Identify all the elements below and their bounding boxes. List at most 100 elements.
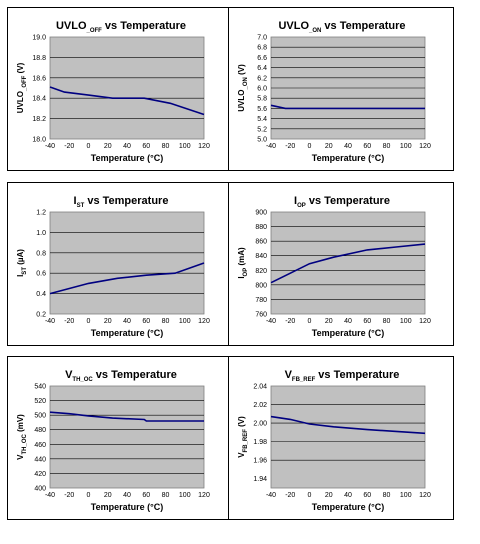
x-tick-label: 100 [400,143,412,150]
x-tick-label: -20 [64,492,74,499]
x-tick-label: 60 [142,492,150,499]
chart-panel-uvlo-off: UVLO_OFF vs Temperature 18.0 18.2 18.4 18.6 1… [7,7,233,171]
chart-svg: IST vs Temperature0.20.40.60.81.01.2-40-… [16,195,210,338]
y-axis-label: VFB_REF (V) [237,416,249,458]
x-tick-label: -20 [64,318,74,325]
x-axis-label: Temperature (°C) [91,328,163,338]
y-tick-label: 6.0 [257,86,267,93]
chart-title-main: I [294,195,297,207]
x-tick-label: 60 [142,318,150,325]
chart-title-rest: vs Temperature [321,20,405,32]
chart-panel-vfb-ref: VFB_REF vs Temperature 1.94 1.96 1.98 2.00 2.… [228,356,454,520]
series-line [270,104,425,110]
x-axis-label: Temperature (°C) [312,153,384,163]
y-axis-label-unit: (mV) [16,414,25,434]
x-tick-label: 80 [162,492,170,499]
x-tick-label: 80 [383,143,391,150]
x-tick-label: 80 [383,318,391,325]
x-tick-label: 120 [419,492,431,499]
chart-title-subscript: ST [77,203,85,209]
chart-title-rest: vs Temperature [315,369,399,381]
y-axis-label-subscript: ST [22,267,28,275]
y-tick-label: 7.0 [257,35,267,42]
y-tick-label: 0.2 [36,312,46,319]
chart-svg: VTH_OC vs Temperature4004204404604805005… [16,369,210,512]
y-tick-label: 500 [34,413,46,420]
chart-title-rest: vs Temperature [84,195,168,207]
x-tick-label: 0 [87,492,91,499]
x-tick-label: 20 [104,143,112,150]
plot-area [49,211,205,315]
y-tick-label: 2.02 [253,402,267,409]
y-tick-label: 2.04 [253,384,267,391]
y-tick-label: 1.94 [253,476,267,483]
x-tick-label: 120 [419,318,431,325]
y-axis-label-main: V [237,452,246,458]
x-tick-label: 20 [325,143,333,150]
y-axis-label-subscript: FB_REF [243,429,249,453]
plot-area [270,211,426,315]
chart-title-subscript: _ON [308,28,321,34]
x-tick-label: 0 [308,318,312,325]
x-tick-label: -20 [285,492,295,499]
x-tick-label: -40 [266,143,276,150]
y-tick-label: 6.8 [257,45,267,52]
chart-title-subscript: TH_OC [72,377,93,383]
x-tick-label: 80 [162,143,170,150]
y-axis-label-main: UVLO [237,90,246,112]
y-tick-label: 880 [255,224,267,231]
chart-title: IOP vs Temperature [294,195,390,209]
chart-title-main: V [65,369,73,381]
x-tick-label: 20 [104,318,112,325]
chart-title: UVLO_ON vs Temperature [278,20,405,34]
x-tick-label: 100 [400,492,412,499]
series-line [49,411,204,422]
chart-title-subscript: _OFF [86,28,103,34]
y-tick-label: 780 [255,297,267,304]
y-axis-label-main: I [16,275,25,277]
y-tick-label: 2.00 [253,421,267,428]
y-tick-label: 0.4 [36,291,46,298]
x-tick-label: -40 [266,318,276,325]
series-line [270,415,426,435]
x-tick-label: 0 [87,318,91,325]
x-tick-label: 20 [104,492,112,499]
y-axis-label-subscript: TH_OC [22,433,28,454]
y-tick-label: 440 [34,456,46,463]
x-axis-label: Temperature (°C) [91,153,163,163]
y-tick-label: 480 [34,427,46,434]
x-tick-label: 20 [325,492,333,499]
y-tick-label: 19.0 [32,35,46,42]
chart-panel-ist: IST vs Temperature 0.2 0.4 0.6 0.8 1.0 1.2 -40-… [7,182,233,346]
chart-panel-vth-oc: VTH_OC vs Temperature 400 420 440 460 480 500 5… [7,356,233,520]
x-tick-label: 120 [419,143,431,150]
x-tick-label: 100 [179,492,191,499]
y-axis-label: UVLO_ON (V) [237,64,249,112]
x-tick-label: 0 [308,143,312,150]
y-tick-label: 400 [34,486,46,493]
y-tick-label: 520 [34,398,46,405]
x-tick-label: -40 [45,492,55,499]
chart-title-main: V [285,369,293,381]
y-tick-label: 18.4 [32,96,46,103]
y-tick-label: 1.2 [36,210,46,217]
y-axis-label-main: V [16,454,25,460]
y-tick-label: 800 [255,282,267,289]
y-axis-label-subscript: OP [243,268,249,277]
y-axis-label-unit: (V) [237,416,246,429]
y-tick-label: 860 [255,239,267,246]
y-tick-label: 5.0 [257,137,267,144]
y-axis-label-main: UVLO [16,91,25,113]
y-tick-label: 900 [255,210,267,217]
y-axis-label: IST (µA) [16,249,28,277]
chart-title-rest: vs Temperature [306,195,390,207]
y-axis-label-unit: (V) [237,64,246,77]
chart-panel-uvlo-on: UVLO_ON vs Temperature 5.0 5.2 5.4 5.6 5.8 6.0… [228,7,454,171]
chart-svg: UVLO_ON vs Temperature5.05.25.45.65.86.0… [237,20,431,163]
chart-title-subscript: FB_REF [292,377,316,383]
x-tick-label: 120 [198,318,210,325]
x-tick-label: -40 [45,318,55,325]
y-tick-label: 1.0 [36,230,46,237]
y-tick-label: 420 [34,471,46,478]
chart-title: VFB_REF vs Temperature [285,369,400,383]
